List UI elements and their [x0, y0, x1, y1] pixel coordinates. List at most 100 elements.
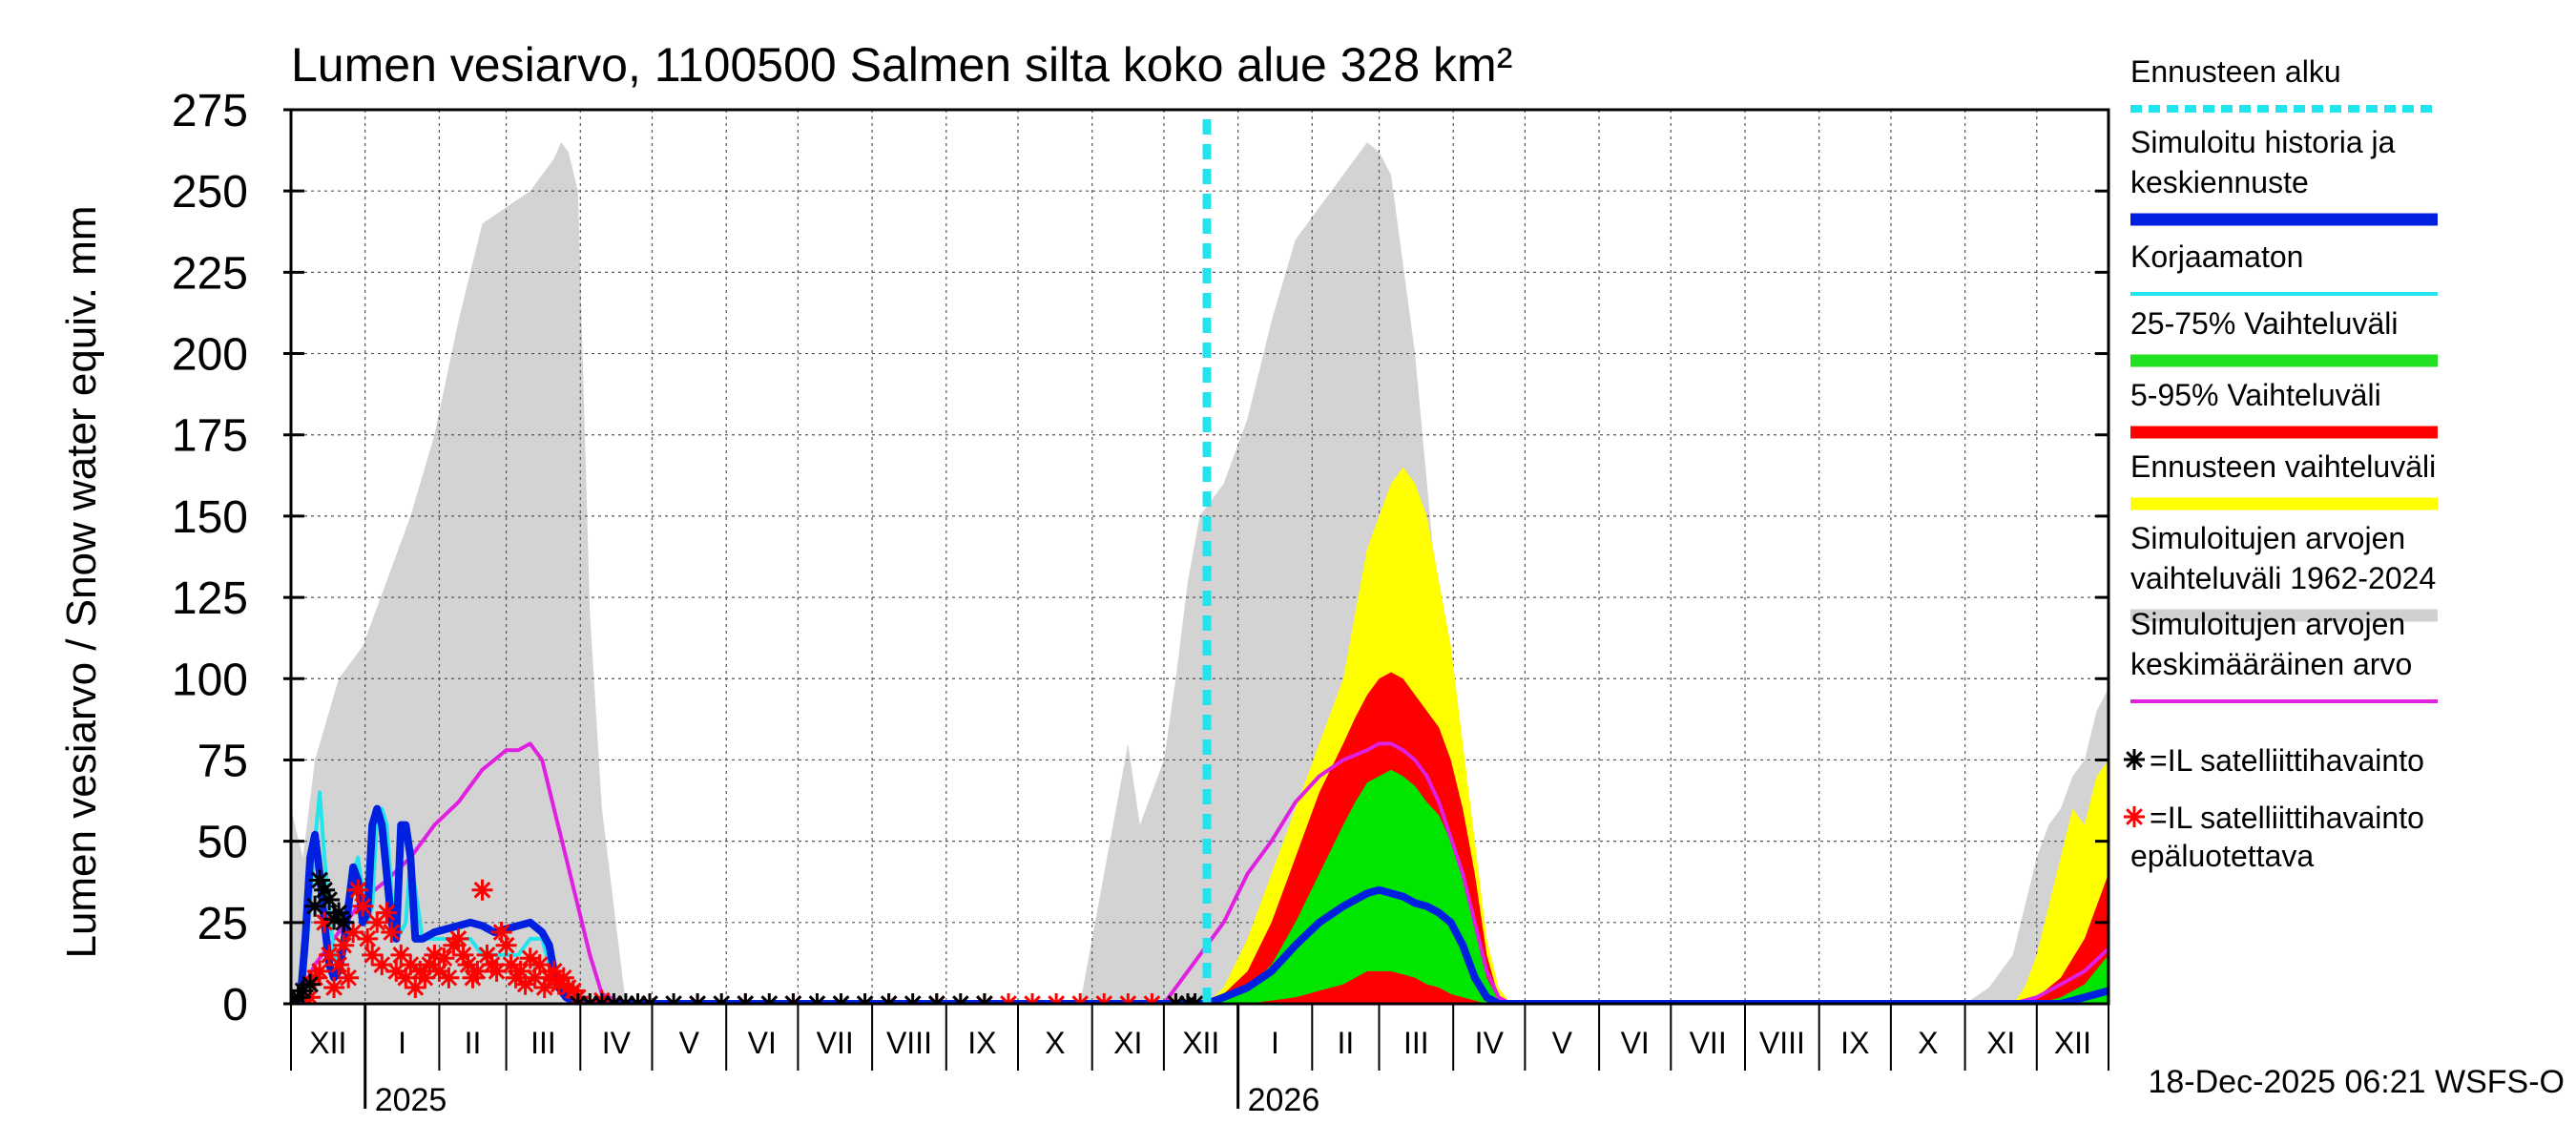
sat-obs-unreliable-marker [495, 934, 517, 956]
x-month-label: I [398, 1026, 406, 1060]
y-tick-label: 100 [172, 655, 248, 705]
x-month-label: VIII [1759, 1026, 1805, 1060]
sat-obs-unreliable-marker [338, 967, 360, 989]
legend-label: 5-95% Vaihteluväli [2130, 378, 2381, 412]
x-month-label: IX [1840, 1026, 1869, 1060]
legend-item: Simuloitujen arvojen vaihteluväli 1962-20… [2130, 521, 2438, 622]
sat-obs-unreliable-marker [467, 960, 488, 982]
sat-obs-unreliable-marker [400, 954, 422, 976]
x-month-label: X [1918, 1026, 1938, 1060]
sat-obs-unreliable-marker [357, 927, 379, 949]
sat-obs-unreliable-marker [390, 944, 412, 966]
y-tick-label: 175 [172, 411, 248, 462]
legend-label: Korjaamaton [2130, 239, 2303, 274]
legend-label: keskiennuste [2130, 165, 2309, 199]
sat-obs-unreliable-marker [428, 960, 450, 982]
simulated-line [291, 804, 2109, 1004]
plot-frame [289, 108, 2110, 1006]
sat-obs-unreliable-marker [352, 895, 374, 917]
x-month-label: XII [1182, 1026, 1219, 1060]
x-month-label: VI [748, 1026, 777, 1060]
sat-obs-unreliable-marker [433, 947, 455, 969]
sat-obs-marker [328, 902, 350, 924]
y-tick-label: 125 [172, 573, 248, 624]
x-month-label: XI [1986, 1026, 2015, 1060]
legend-label: 25-75% Vaihteluväli [2130, 306, 2398, 341]
sat-obs-unreliable-marker [424, 944, 446, 966]
y-tick-label: 150 [172, 492, 248, 543]
legend-item: Simuloitujen arvojen keskimääräinen arvo [2130, 607, 2438, 703]
legend-item: Ennusteen alku [2130, 54, 2438, 113]
sat-obs-unreliable-marker [490, 922, 512, 943]
x-month-label: V [679, 1026, 700, 1060]
x-month-label: I [1271, 1026, 1279, 1060]
legend-label: =IL satelliittihavainto [2150, 743, 2424, 778]
x-month-label: XII [309, 1026, 346, 1060]
sat-obs-unreliable-marker [471, 879, 493, 901]
legend-star-icon [2124, 806, 2145, 827]
sat-obs-unreliable-marker [500, 954, 522, 976]
chart-title: Lumen vesiarvo, 1100500 Salmen silta kok… [291, 38, 1512, 92]
legend-label: Ennusteen vaihteluväli [2130, 449, 2436, 484]
legend-label: Simuloitu historia ja [2130, 125, 2396, 159]
y-tick-label: 225 [172, 248, 248, 299]
x-month-label: III [1403, 1026, 1429, 1060]
sat-obs-unreliable-marker [347, 879, 369, 901]
sat-obs-marker [304, 895, 326, 917]
x-year-label: 2025 [375, 1082, 447, 1118]
sat-obs-unreliable-marker [419, 954, 441, 976]
x-month-label: IV [602, 1026, 632, 1060]
legend-item: Simuloitu historia ja keskiennuste [2130, 125, 2438, 226]
sat-obs-unreliable-marker [333, 934, 355, 956]
x-month-label: X [1045, 1026, 1065, 1060]
y-tick-label: 50 [197, 818, 248, 868]
x-month-label: V [1552, 1026, 1573, 1060]
sat-obs-unreliable-marker [362, 944, 384, 966]
sat-obs-unreliable-marker [476, 944, 498, 966]
y-tick-label: 75 [197, 736, 248, 786]
sat-obs-unreliable-marker [543, 960, 565, 982]
sat-obs-marker [314, 879, 336, 901]
x-year-label: 2026 [1248, 1082, 1320, 1118]
x-month-label: VI [1621, 1026, 1650, 1060]
legend-item: Ennusteen vaihteluväli [2130, 449, 2438, 510]
sat-obs-unreliable-marker [524, 967, 546, 989]
y-tick-label: 250 [172, 167, 248, 218]
sat-obs-unreliable-marker [395, 967, 417, 989]
legend-label: =IL satelliittihavainto [2150, 801, 2424, 835]
x-month-label: VII [817, 1026, 854, 1060]
sat-obs-unreliable-marker [519, 947, 541, 969]
sat-obs-marker [319, 889, 341, 910]
legend-item: 25-75% Vaihteluväli [2130, 306, 2438, 367]
legend-label: Ennusteen alku [2130, 54, 2341, 89]
sat-obs-unreliable-marker [457, 954, 479, 976]
sat-obs-unreliable-marker [376, 902, 398, 924]
sat-obs-unreliable-marker [405, 977, 426, 998]
x-month-label: III [530, 1026, 556, 1060]
x-month-label: VIII [886, 1026, 932, 1060]
x-month-label: IX [967, 1026, 996, 1060]
sat-obs-unreliable-marker [385, 960, 407, 982]
hist-range-band [291, 142, 2109, 1004]
hist-mean-line [291, 741, 2109, 1004]
footer-timestamp: 18-Dec-2025 06:21 WSFS-O [2148, 1064, 2565, 1100]
sat-obs-unreliable-marker [438, 967, 460, 989]
sat-obs-unreliable-marker [371, 954, 393, 976]
y-axis-label: Lumen vesiarvo / Snow water equiv. mm [58, 205, 105, 958]
legend-label: Simuloitujen arvojen [2130, 607, 2405, 641]
range-25-75-band [1207, 769, 2109, 1004]
x-month-label: II [465, 1026, 482, 1060]
sat-obs-unreliable-marker [323, 977, 345, 998]
sat-obs-unreliable-marker [552, 967, 574, 989]
sat-obs-unreliable-marker [309, 960, 331, 982]
x-month-label: XII [2054, 1026, 2091, 1060]
sat-obs-unreliable-marker [343, 922, 364, 943]
sat-obs-unreliable-marker [533, 977, 555, 998]
plot-area [291, 110, 2109, 1004]
y-tick-label: 275 [172, 86, 248, 136]
legend-star-icon [2124, 749, 2145, 770]
legend-item: Korjaamaton [2130, 239, 2438, 296]
sat-obs-unreliable-marker [486, 960, 508, 982]
sat-obs-unreliable-marker [514, 973, 536, 995]
